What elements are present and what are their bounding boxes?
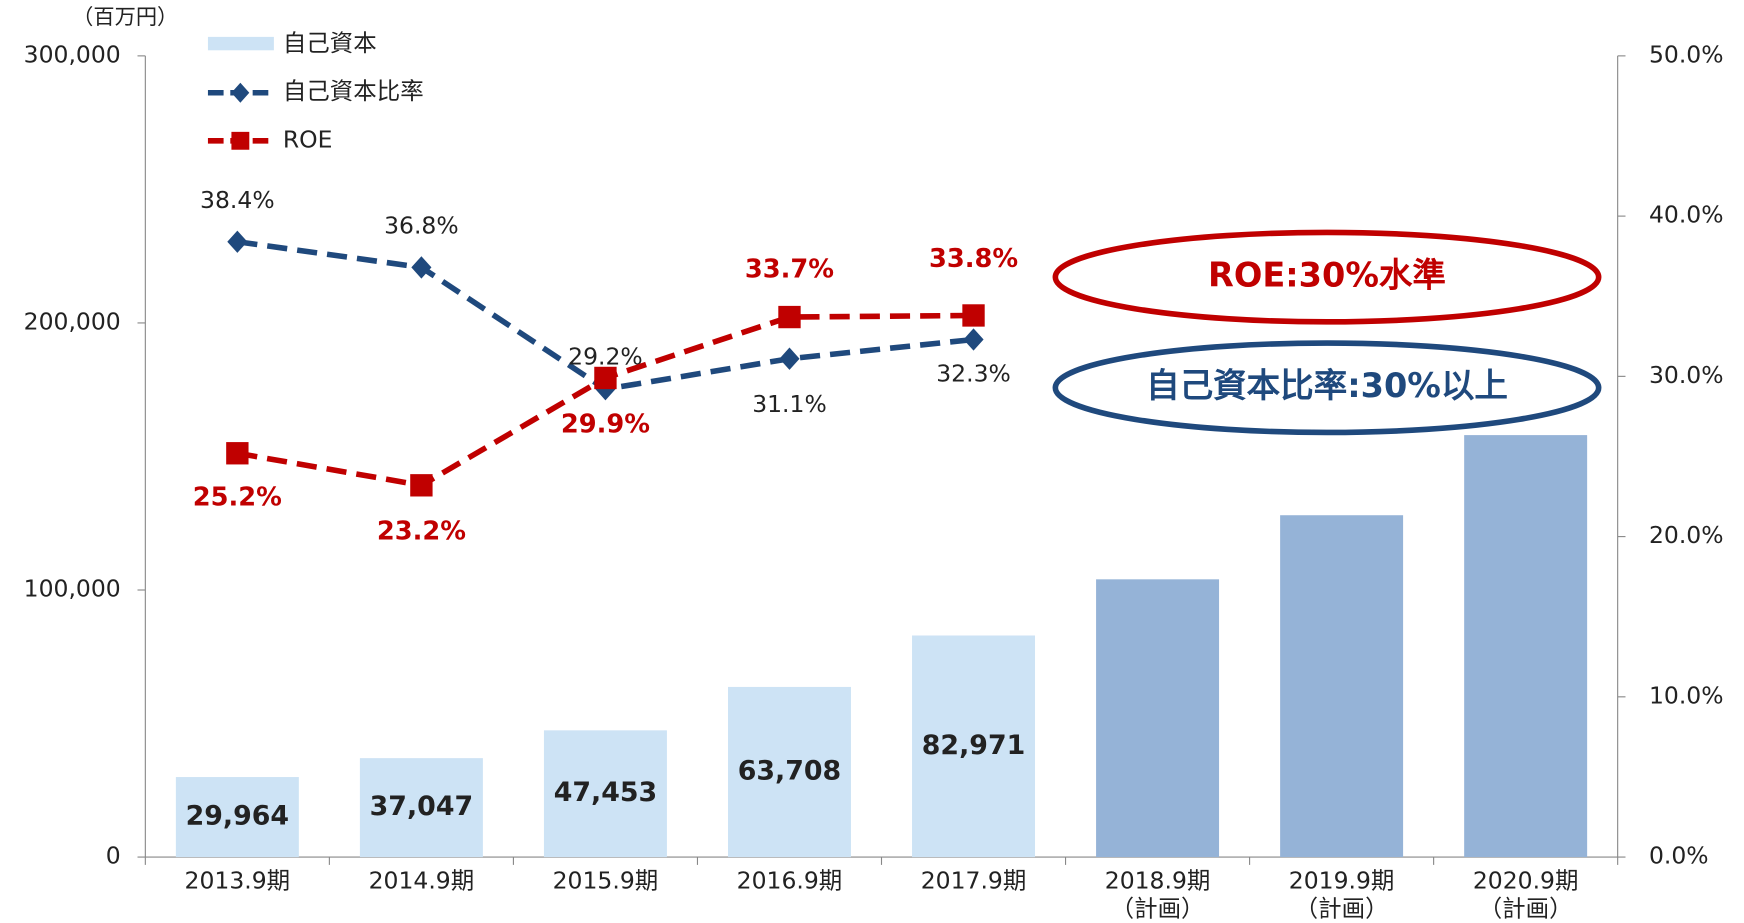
bar	[1464, 435, 1588, 858]
line	[236, 312, 974, 489]
bar	[359, 758, 483, 858]
line-value-label: 23.2%	[377, 517, 466, 547]
x-tick-label: 2015.9期	[553, 866, 659, 894]
y2-tick-label: 40.0%	[1649, 201, 1724, 229]
marker	[594, 366, 617, 390]
line-value-label: 33.7%	[745, 255, 834, 285]
x-tick-label: 2017.9期	[921, 866, 1027, 894]
y2-tick-label: 20.0%	[1649, 521, 1724, 549]
marker	[962, 304, 985, 327]
bar	[543, 730, 667, 858]
bar-value-label: 37,047	[370, 791, 473, 822]
bar	[175, 777, 299, 858]
bar	[1096, 579, 1220, 858]
marker	[963, 328, 984, 351]
bar-value-label: 63,708	[738, 756, 841, 787]
legend-swatch	[207, 36, 274, 51]
marker	[778, 305, 801, 329]
x-tick-label: 2016.9期	[737, 866, 843, 894]
x-tick-label: 2013.9期	[185, 866, 291, 894]
bar	[727, 686, 851, 858]
legend-label: ROE	[283, 125, 333, 153]
bar	[1280, 515, 1404, 858]
annotation: 自己資本比率:30%以上	[1146, 366, 1508, 405]
y2-tick-label: 10.0%	[1649, 681, 1724, 709]
marker	[227, 230, 248, 253]
line-value-label: 32.3%	[936, 360, 1011, 388]
y-tick-label: 0	[106, 842, 121, 870]
y-tick-label: 200,000	[24, 307, 121, 335]
legend-label: 自己資本比率	[283, 77, 424, 105]
bar-value-label: 29,964	[186, 801, 289, 832]
bar	[912, 635, 1036, 858]
marker	[226, 442, 249, 465]
y-tick-label: 300,000	[24, 40, 121, 68]
bar-value-label: 47,453	[554, 777, 657, 808]
line-value-label: 31.1%	[752, 390, 827, 418]
marker	[779, 347, 800, 370]
line-value-label: 29.2%	[568, 342, 643, 370]
bar-value-label: 82,971	[922, 730, 1025, 761]
annotation-ellipse	[1052, 229, 1602, 325]
marker	[410, 474, 433, 497]
y-tick-label: 100,000	[24, 575, 121, 603]
y2-tick-label: 30.0%	[1649, 361, 1724, 389]
line-value-label: 36.8%	[384, 212, 459, 240]
line-value-label: 29.9%	[561, 409, 650, 439]
x-tick-label: 2020.9期（計画）	[1473, 866, 1579, 922]
annotation: ROE:30%水準	[1208, 256, 1446, 295]
legend-marker	[231, 131, 250, 150]
legend-label: 自己資本	[283, 29, 377, 57]
line-value-label: 25.2%	[193, 482, 282, 512]
x-tick-label: 2014.9期	[369, 866, 475, 894]
line-value-label: 38.4%	[200, 186, 275, 214]
line-value-label: 33.8%	[929, 244, 1018, 274]
unit-label: （百万円）	[72, 5, 178, 30]
y2-tick-label: 50.0%	[1649, 40, 1724, 68]
legend-marker	[231, 82, 250, 103]
y2-tick-label: 0.0%	[1649, 842, 1709, 870]
x-tick-label: 2018.9期（計画）	[1105, 866, 1211, 922]
annotation-ellipse	[1052, 340, 1602, 436]
x-tick-label: 2019.9期（計画）	[1289, 866, 1395, 922]
